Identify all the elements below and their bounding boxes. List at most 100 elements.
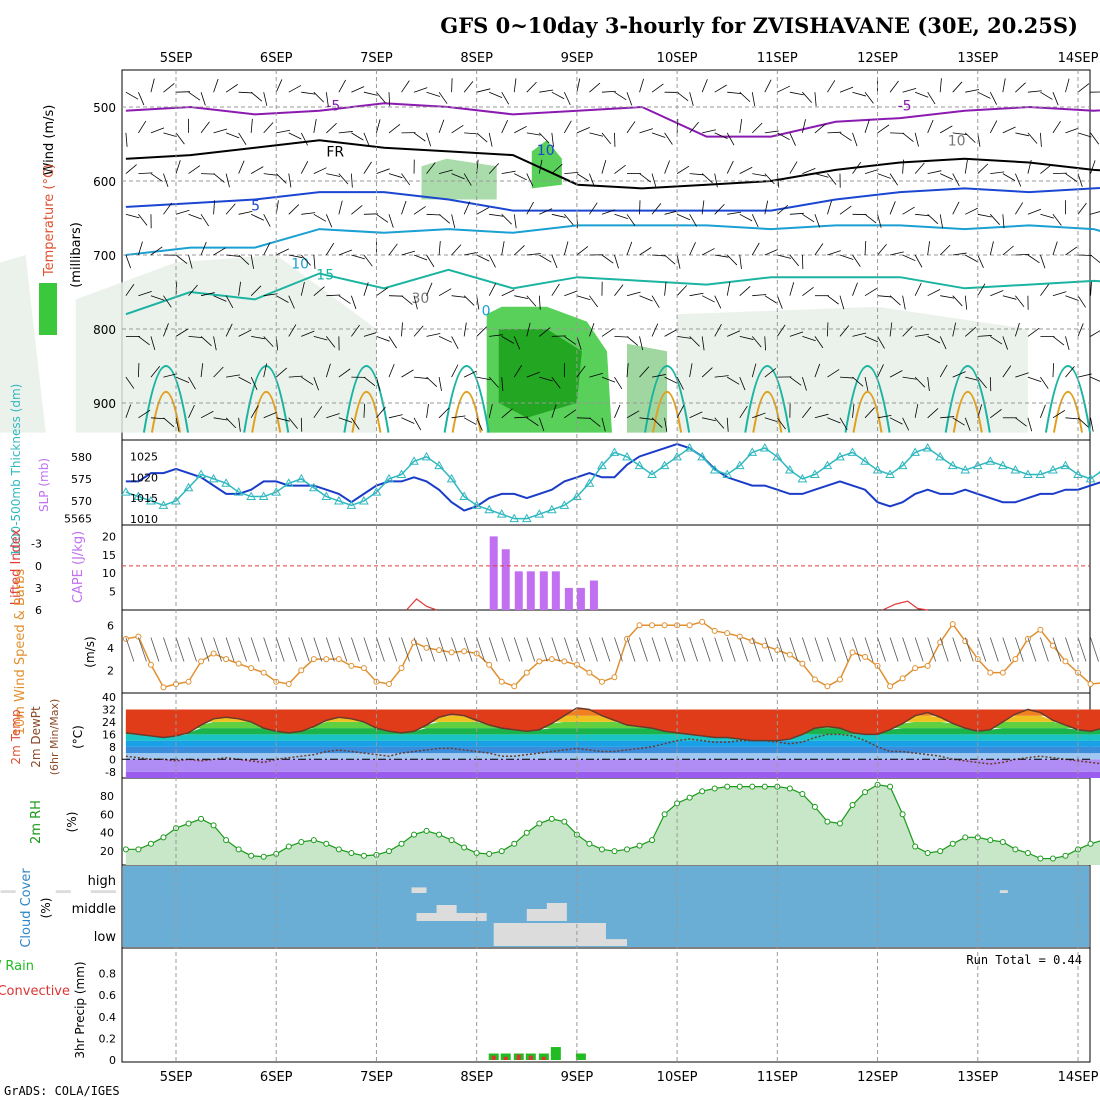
thickness-marker: [421, 451, 432, 461]
wind-barb: [1090, 160, 1096, 174]
wind-barb: [225, 173, 230, 188]
wind-speed-marker: [223, 656, 230, 663]
wind-barb: [726, 417, 729, 432]
wind-barb: [839, 376, 854, 379]
wind-barb: [576, 295, 591, 301]
li-tick: -3: [31, 538, 42, 551]
wind-barb: [952, 173, 960, 187]
wind-barb: [463, 417, 477, 425]
wind-barb: [551, 132, 554, 147]
thickness-marker: [409, 456, 419, 465]
contour-15: [125, 268, 1100, 316]
thickness-marker: [885, 469, 895, 478]
wind-barb: [213, 78, 219, 93]
wind-barb: [125, 91, 139, 100]
wind-barb: [1077, 417, 1089, 428]
thickness-marker: [584, 478, 595, 487]
wind-barb: [163, 295, 172, 308]
ylabel-cloud-unit: (%): [39, 898, 53, 919]
wind-barb: [839, 325, 850, 337]
wind-barb: [1052, 214, 1062, 226]
wind-barb: [351, 86, 365, 93]
diurnal-orange-contour: [251, 391, 282, 433]
wind-barb: [614, 284, 624, 296]
wind-barb-10m: [388, 637, 398, 662]
wind-barb: [463, 81, 474, 93]
wind-barb-10m: [401, 637, 410, 662]
cape-tick: 5: [109, 586, 116, 599]
wind-barb: [939, 78, 942, 93]
wind-barb: [1052, 363, 1055, 378]
wind-barb: [213, 200, 215, 215]
wind-speed-marker: [949, 621, 956, 628]
wind-barb: [952, 81, 963, 93]
rh2m-marker: [398, 840, 405, 847]
wind-barb: [1040, 254, 1046, 269]
wind-barb: [338, 173, 349, 185]
wind-barb: [1090, 254, 1100, 264]
wind-barb: [426, 213, 441, 216]
wind-barb: [225, 203, 236, 215]
wind-speed-marker: [1087, 680, 1094, 687]
wind-barb: [376, 168, 390, 174]
wind-barb: [138, 336, 150, 346]
rh2m-marker: [836, 820, 843, 827]
rh2m-marker: [348, 850, 355, 857]
wind-barb: [175, 132, 185, 145]
wind-barb: [438, 119, 445, 134]
ylabel-millibars: (millibars): [69, 222, 84, 288]
wind-barb: [388, 243, 398, 256]
wind-barb: [501, 377, 504, 392]
wind-barb: [1002, 173, 1016, 181]
wind-barb: [376, 406, 386, 419]
rh2m-marker: [761, 783, 768, 790]
wind-barb: [864, 336, 879, 343]
wind-barb: [889, 370, 903, 378]
wind-barb: [714, 132, 728, 139]
wind-barb: [839, 205, 852, 215]
wind-barb: [927, 336, 941, 344]
wind-barb: [188, 165, 201, 174]
x-tick-label-top: 10SEP: [657, 51, 698, 66]
panel-frame-precip: [121, 947, 1091, 1063]
rh2m-marker: [285, 843, 292, 850]
wind-barb: [726, 160, 734, 174]
panel-frame-cape_li: [121, 524, 1091, 611]
wind-barb: [727, 211, 742, 215]
precip-tick: 0: [109, 1054, 116, 1067]
wind-barb: [952, 132, 967, 136]
wind-speed-marker: [862, 653, 869, 660]
wind-barb: [576, 365, 586, 378]
wind-barb-10m: [288, 637, 298, 662]
wind-barb: [1077, 83, 1090, 93]
wind-barb: [438, 241, 441, 256]
rh2m-marker: [461, 844, 468, 851]
wind-barb: [238, 281, 241, 296]
ylabel-2m-temp: 2m Temp: [9, 709, 23, 764]
wind-barb: [676, 285, 687, 296]
wind-barb: [889, 322, 893, 337]
wind-barb: [977, 335, 992, 337]
wind-barb-10m: [601, 637, 611, 662]
wind-barb: [226, 254, 241, 257]
wind-barb: [288, 85, 302, 93]
wind-barb-10m: [1002, 637, 1012, 662]
wind-barb: [664, 132, 673, 145]
wind-barb: [639, 366, 650, 378]
wind-barb: [964, 132, 976, 143]
wind-barb: [714, 417, 725, 429]
wind-barb: [939, 125, 953, 134]
wind-barb: [964, 295, 968, 310]
x-tick-label-bottom: 12SEP: [857, 1070, 898, 1085]
rh2m-marker: [310, 837, 317, 844]
thickness-marker: [997, 460, 1008, 470]
rh2m-marker: [611, 848, 618, 855]
wind-speed-marker: [511, 683, 518, 690]
wind-barb: [526, 417, 539, 426]
wind-barb: [501, 120, 509, 134]
wind-barb: [1040, 376, 1049, 389]
wind-barb: [150, 246, 163, 256]
x-tick-label-bottom: 11SEP: [757, 1070, 798, 1085]
cloud-sky: [123, 866, 1089, 947]
wind-barb-10m: [576, 637, 586, 662]
